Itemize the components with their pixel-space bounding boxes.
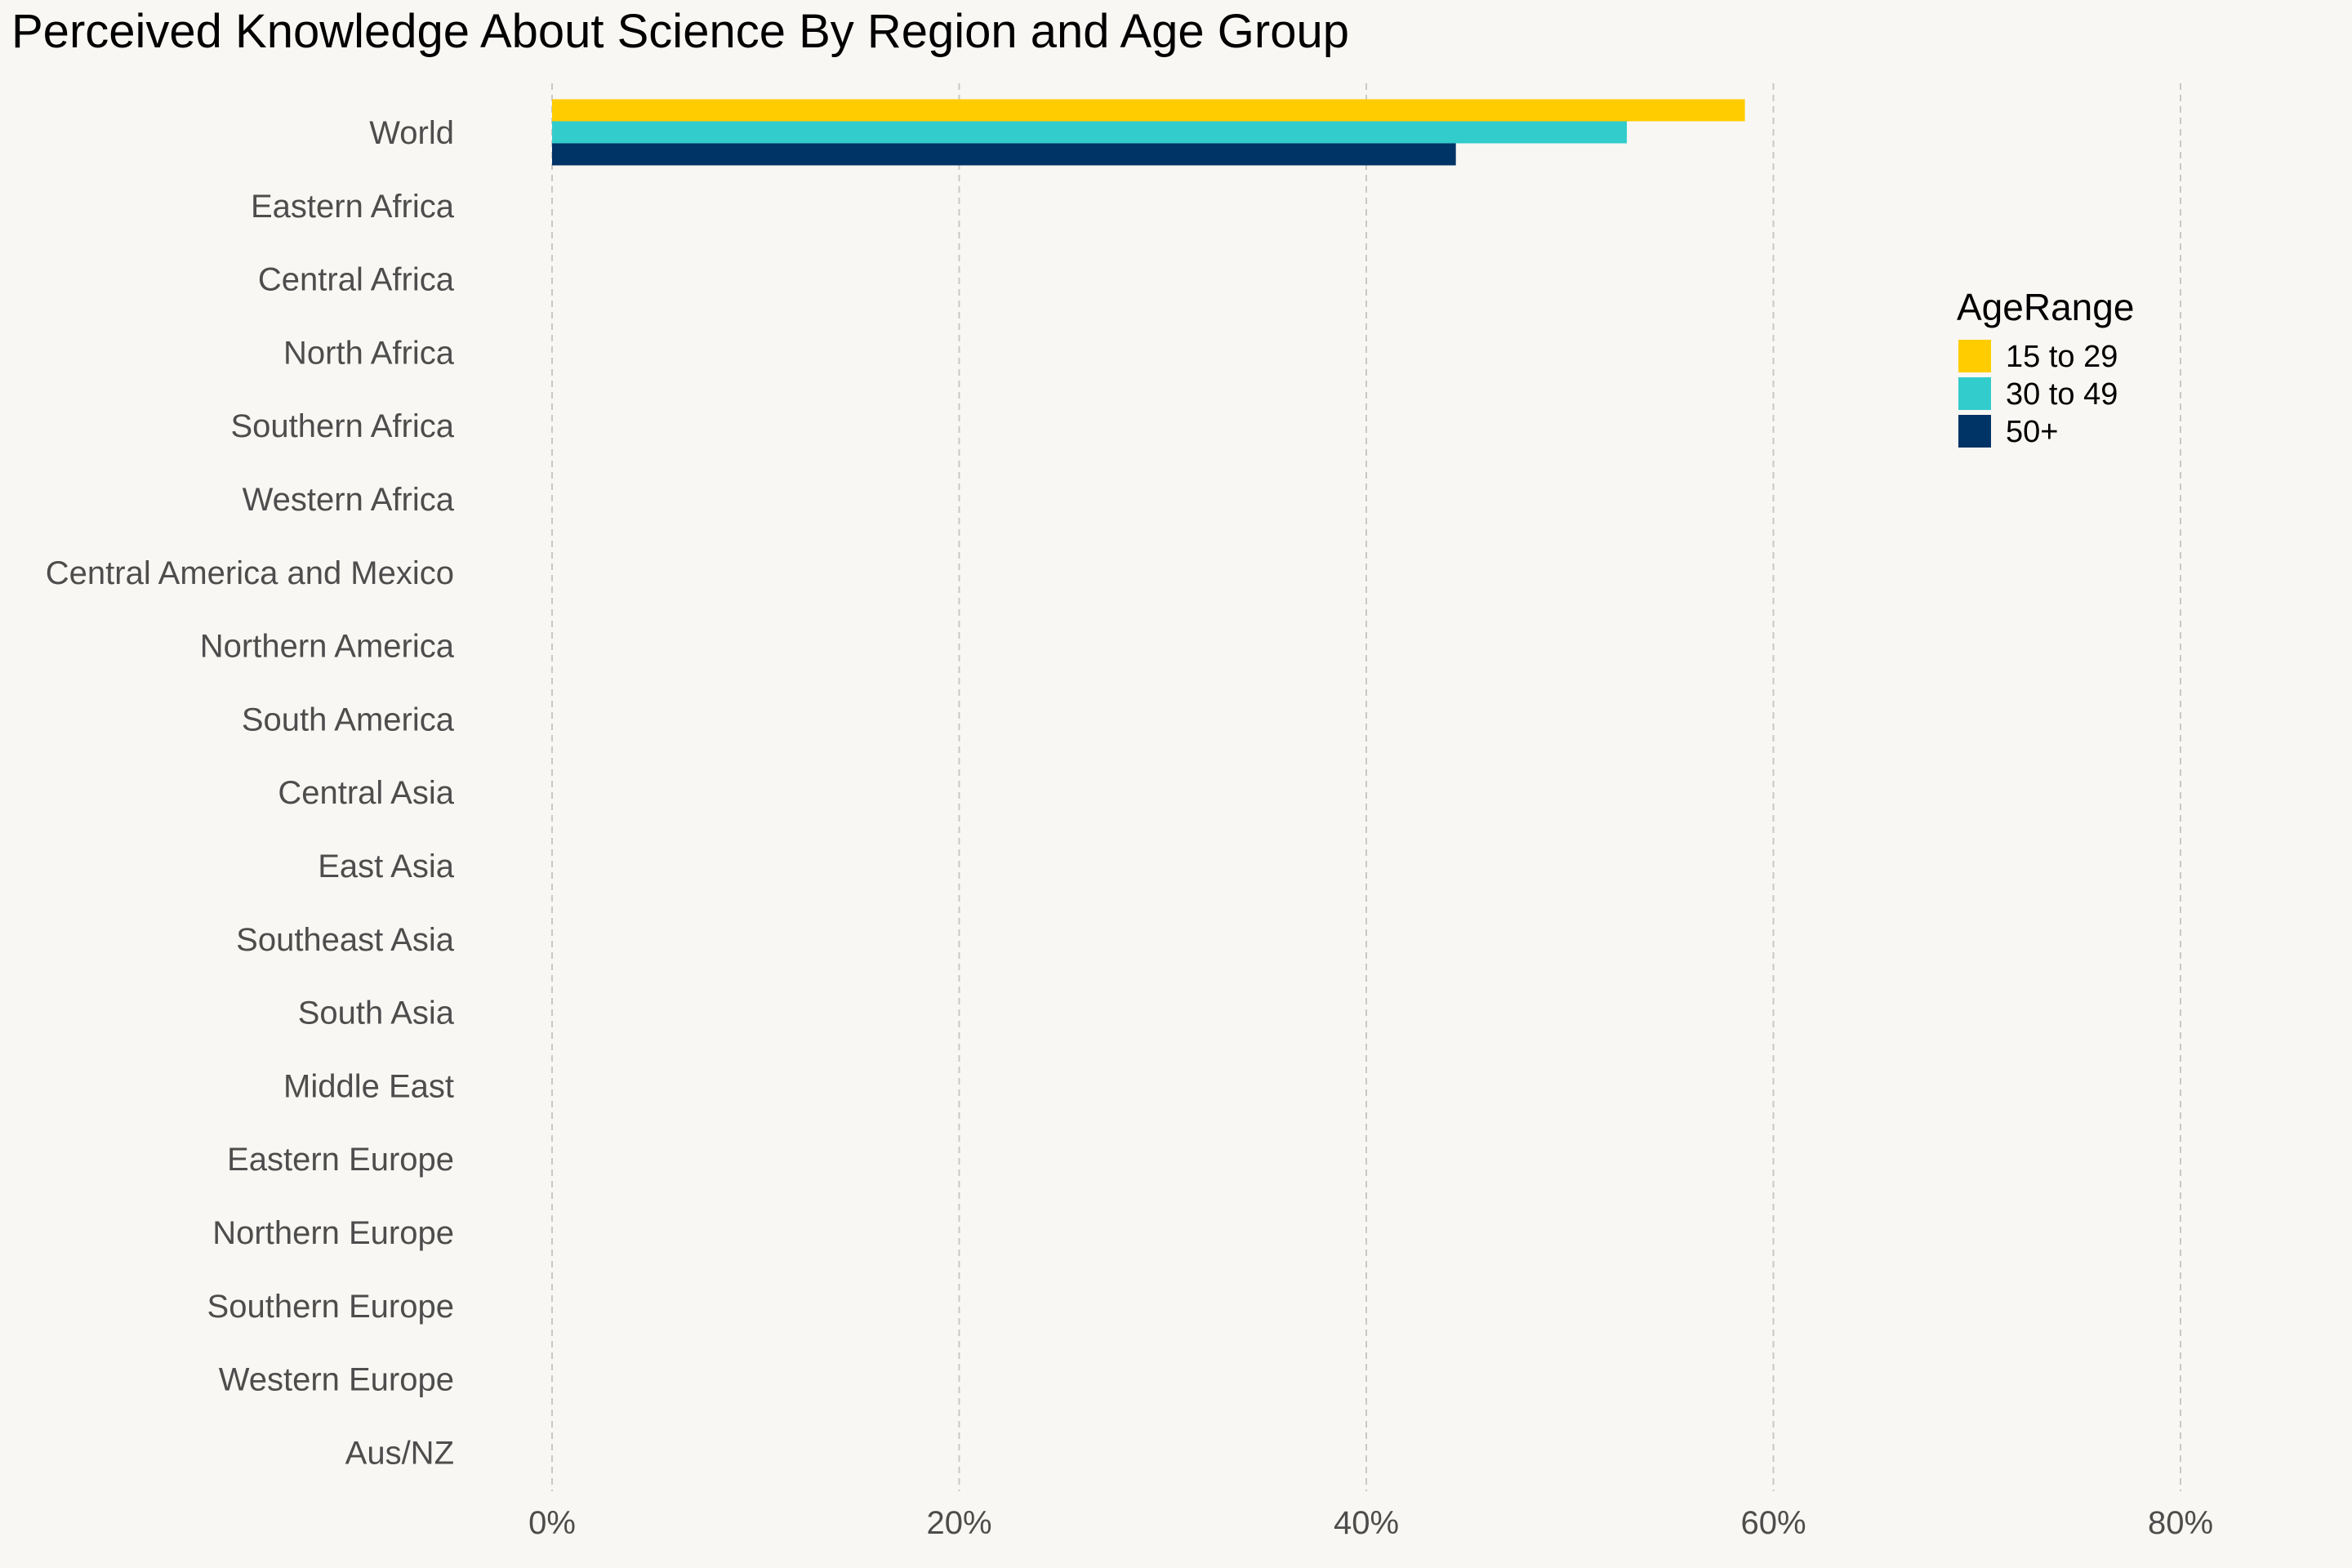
category-label: Southeast Asia xyxy=(236,922,455,958)
chart-title: Perceived Knowledge About Science By Reg… xyxy=(11,5,1349,58)
x-tick-label: 60% xyxy=(1740,1505,1806,1541)
legend-swatch xyxy=(1958,377,1991,410)
gridlines xyxy=(551,83,2181,1491)
bar-15-to-29 xyxy=(552,99,1745,122)
category-label: North Africa xyxy=(283,335,455,371)
legend-swatch xyxy=(1958,415,1991,448)
category-label: Northern America xyxy=(200,629,455,665)
category-label: Western Europe xyxy=(219,1362,454,1398)
legend-swatch xyxy=(1958,340,1991,372)
x-tick-label: 20% xyxy=(926,1505,991,1541)
category-label: World xyxy=(369,115,454,151)
category-label: South America xyxy=(242,702,455,737)
category-label: Eastern Africa xyxy=(251,189,455,225)
legend-label: 30 to 49 xyxy=(2006,377,2118,412)
category-label: Northern Europe xyxy=(212,1215,454,1251)
legend-label: 50+ xyxy=(2006,415,2058,449)
category-label: Southern Europe xyxy=(207,1289,454,1325)
x-axis-tick-labels: 0% 20% 40% 60% 80% xyxy=(528,1505,2213,1541)
category-label: Middle East xyxy=(283,1068,454,1104)
category-label: Western Africa xyxy=(243,482,455,518)
category-label: Eastern Europe xyxy=(227,1142,454,1178)
bar-30-to-49 xyxy=(552,121,1628,144)
category-label: South Asia xyxy=(298,996,455,1031)
legend-label: 15 to 29 xyxy=(2006,340,2118,374)
category-label: East Asia xyxy=(318,849,455,884)
category-label: Southern Africa xyxy=(231,408,455,444)
bars xyxy=(552,99,1745,166)
category-label: Central America and Mexico xyxy=(46,555,454,591)
x-tick-label: 80% xyxy=(2148,1505,2213,1541)
x-tick-label: 40% xyxy=(1334,1505,1399,1541)
x-tick-label: 0% xyxy=(528,1505,576,1541)
category-labels: World Eastern Africa Central Africa North A… xyxy=(46,115,455,1471)
legend-title: AgeRange xyxy=(1957,286,2134,328)
category-label: Aus/NZ xyxy=(345,1435,454,1471)
category-label: Central Africa xyxy=(258,262,455,298)
bar-50+ xyxy=(552,143,1456,166)
category-label: Central Asia xyxy=(278,775,454,811)
